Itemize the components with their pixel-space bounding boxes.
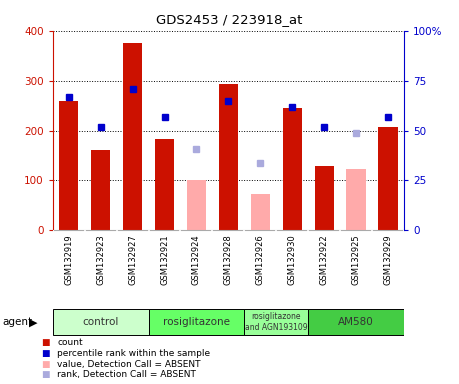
- Text: value, Detection Call = ABSENT: value, Detection Call = ABSENT: [57, 359, 201, 369]
- Bar: [155, 139, 174, 230]
- Text: count: count: [57, 338, 83, 347]
- Bar: [91, 149, 110, 230]
- Text: GSM132925: GSM132925: [352, 234, 360, 285]
- Text: GSM132921: GSM132921: [160, 234, 169, 285]
- Text: GSM132929: GSM132929: [383, 234, 392, 285]
- Text: GSM132930: GSM132930: [288, 234, 297, 285]
- FancyBboxPatch shape: [244, 310, 308, 335]
- Text: GSM132923: GSM132923: [96, 234, 105, 285]
- Text: GSM132922: GSM132922: [319, 234, 329, 285]
- Bar: [123, 43, 142, 230]
- FancyBboxPatch shape: [149, 310, 244, 335]
- Text: control: control: [83, 317, 119, 327]
- Bar: [187, 180, 206, 230]
- Text: rank, Detection Call = ABSENT: rank, Detection Call = ABSENT: [57, 370, 196, 379]
- Text: GSM132924: GSM132924: [192, 234, 201, 285]
- FancyBboxPatch shape: [53, 310, 149, 335]
- Text: agent: agent: [2, 317, 33, 327]
- Text: ■: ■: [41, 338, 50, 347]
- Bar: [347, 169, 366, 230]
- Text: ▶: ▶: [29, 317, 38, 327]
- Bar: [314, 166, 334, 230]
- Bar: [59, 101, 78, 230]
- Text: GSM132928: GSM132928: [224, 234, 233, 285]
- FancyBboxPatch shape: [308, 310, 404, 335]
- Text: rosiglitazone
and AGN193109: rosiglitazone and AGN193109: [245, 313, 308, 332]
- Text: ■: ■: [41, 359, 50, 369]
- Bar: [251, 194, 270, 230]
- Bar: [219, 84, 238, 230]
- Text: GSM132926: GSM132926: [256, 234, 265, 285]
- Text: rosiglitazone: rosiglitazone: [163, 317, 230, 327]
- Text: ■: ■: [41, 349, 50, 358]
- Bar: [283, 108, 302, 230]
- Text: AM580: AM580: [338, 317, 374, 327]
- Text: GSM132919: GSM132919: [64, 234, 73, 285]
- Text: GSM132927: GSM132927: [128, 234, 137, 285]
- Bar: [378, 127, 397, 230]
- Text: GDS2453 / 223918_at: GDS2453 / 223918_at: [157, 13, 302, 26]
- Text: ■: ■: [41, 370, 50, 379]
- Text: percentile rank within the sample: percentile rank within the sample: [57, 349, 211, 358]
